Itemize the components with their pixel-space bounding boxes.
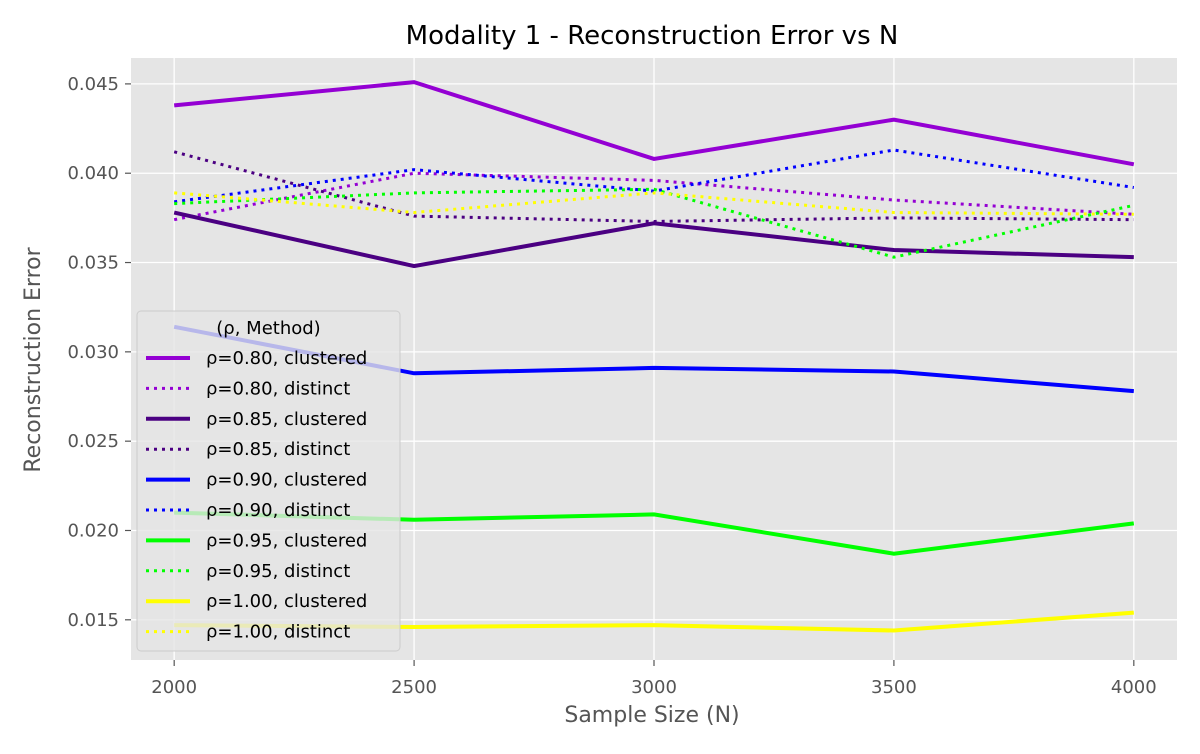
legend-label: ρ=0.95, distinct [206,561,350,582]
y-tick-label: 0.035 [67,253,119,274]
legend-label: ρ=0.90, distinct [206,500,350,521]
x-tick-label: 3000 [631,677,677,698]
legend-label: ρ=0.85, clustered [206,409,367,430]
legend-label: ρ=1.00, distinct [206,622,350,643]
x-tick-label: 4000 [1111,677,1157,698]
y-tick-label: 0.045 [67,74,119,95]
y-tick-label: 0.015 [67,610,119,631]
legend-label: ρ=1.00, clustered [206,591,367,612]
legend-label: ρ=0.80, clustered [206,348,367,369]
y-tick-label: 0.025 [67,431,119,452]
legend: (ρ, Method) ρ=0.80, clustered ρ=0.80, dist… [137,311,400,651]
x-tick-label: 2500 [391,677,437,698]
y-tick-label: 0.030 [67,342,119,363]
x-tick-label: 3500 [871,677,917,698]
x-axis-label: Sample Size (N) [564,703,739,728]
legend-label: ρ=0.85, distinct [206,439,350,460]
y-axis-label: Reconstruction Error [21,246,46,472]
legend-label: ρ=0.90, clustered [206,470,367,491]
y-tick-label: 0.020 [67,520,119,541]
y-tick-label: 0.040 [67,163,119,184]
chart-title: Modality 1 - Reconstruction Error vs N [406,21,899,51]
y-axis-ticks: 0.015 0.020 0.025 0.030 0.035 0.040 0.045 [67,74,131,631]
legend-title: (ρ, Method) [216,318,320,339]
x-axis-ticks: 2000 2500 3000 3500 4000 [151,660,1156,698]
legend-label: ρ=0.80, distinct [206,378,350,399]
x-tick-label: 2000 [151,677,197,698]
legend-label: ρ=0.95, clustered [206,530,367,551]
